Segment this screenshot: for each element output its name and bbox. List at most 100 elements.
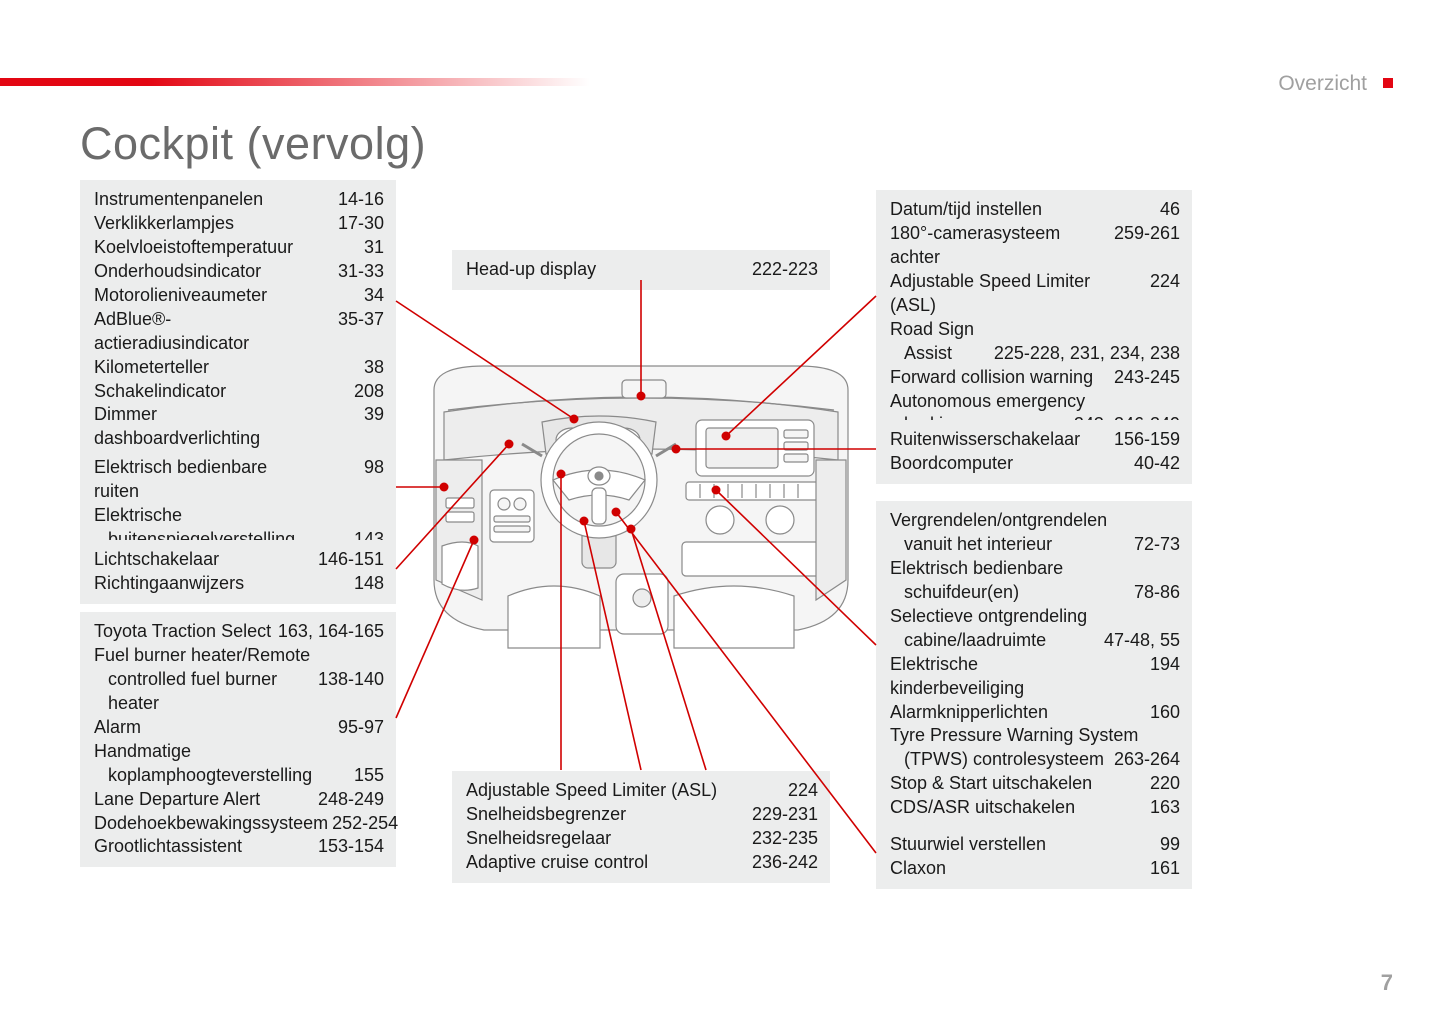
- index-page: 34: [314, 284, 384, 308]
- index-label: Richtingaanwijzers: [94, 572, 314, 596]
- index-row: Road Sign: [890, 318, 1180, 342]
- section-label: Overzicht: [1278, 72, 1367, 96]
- index-page: 35-37: [314, 308, 384, 332]
- dashboard-illustration: [424, 360, 858, 658]
- index-label: Assist: [890, 342, 994, 366]
- index-label: Dimmer dashboardverlichting: [94, 403, 314, 451]
- index-row: Toyota Traction Select163, 164-165: [94, 620, 384, 644]
- index-page: 243-245: [1110, 366, 1180, 390]
- index-page: 40-42: [1110, 452, 1180, 476]
- index-page: 17-30: [314, 212, 384, 236]
- index-label: Snelheidsregelaar: [466, 827, 748, 851]
- index-page: 252-254: [328, 812, 398, 836]
- index-page: 156-159: [1110, 428, 1180, 452]
- box-right-4: Stuurwiel verstellen99Claxon161: [876, 825, 1192, 889]
- index-row: (TPWS) controlesysteem263-264: [890, 748, 1180, 772]
- index-page: 155: [314, 764, 384, 788]
- index-label: Schakelindicator: [94, 380, 314, 404]
- index-page: 148: [314, 572, 384, 596]
- index-label: Elektrisch bedienbare ruiten: [94, 456, 314, 504]
- index-page: 46: [1110, 198, 1180, 222]
- index-row: Stop & Start uitschakelen220: [890, 772, 1180, 796]
- index-row: Grootlichtassistent153-154: [94, 835, 384, 859]
- box-right-2: Ruitenwisserschakelaar156-159Boordcomput…: [876, 420, 1192, 484]
- header-red-bar: [0, 78, 590, 86]
- index-row: AdBlue®-actieradiusindicator35-37: [94, 308, 384, 356]
- index-row: Head-up display222-223: [466, 258, 818, 282]
- index-row: Onderhoudsindicator31-33: [94, 260, 384, 284]
- index-label: Adjustable Speed Limiter (ASL): [890, 270, 1110, 318]
- index-row: Alarmknipperlichten160: [890, 701, 1180, 725]
- page-title: Cockpit (vervolg): [80, 118, 426, 170]
- page-number: 7: [1381, 970, 1393, 996]
- index-row: Richtingaanwijzers148: [94, 572, 384, 596]
- index-row: Forward collision warning243-245: [890, 366, 1180, 390]
- index-row: Tyre Pressure Warning System: [890, 724, 1180, 748]
- index-page: 224: [748, 779, 818, 803]
- index-label: Kilometerteller: [94, 356, 314, 380]
- index-row: Dodehoekbewakingssysteem252-254: [94, 812, 384, 836]
- index-row: Boordcomputer40-42: [890, 452, 1180, 476]
- index-page: 47-48, 55: [1104, 629, 1180, 653]
- box-center-2: Adjustable Speed Limiter (ASL)224Snelhei…: [452, 771, 830, 883]
- index-label: Stop & Start uitschakelen: [890, 772, 1110, 796]
- index-label: koplamphoogteverstelling: [94, 764, 314, 788]
- index-row: Snelheidsbegrenzer229-231: [466, 803, 818, 827]
- index-page: 229-231: [748, 803, 818, 827]
- index-page: 225-228, 231, 234, 238: [994, 342, 1180, 366]
- index-row: Adjustable Speed Limiter (ASL)224: [466, 779, 818, 803]
- index-label: vanuit het interieur: [890, 533, 1110, 557]
- index-label: Head-up display: [466, 258, 748, 282]
- index-label: Road Sign: [890, 318, 1180, 342]
- index-label: Claxon: [890, 857, 1110, 881]
- index-label: Onderhoudsindicator: [94, 260, 314, 284]
- index-row: Elektrische kinderbeveiliging194: [890, 653, 1180, 701]
- box-right-3: Vergrendelen/ontgrendelenvanuit het inte…: [876, 501, 1192, 828]
- index-row: Snelheidsregelaar232-235: [466, 827, 818, 851]
- index-row: koplamphoogteverstelling155: [94, 764, 384, 788]
- index-page: 38: [314, 356, 384, 380]
- index-label: Lichtschakelaar: [94, 548, 314, 572]
- index-label: Alarm: [94, 716, 314, 740]
- index-row: Handmatige: [94, 740, 384, 764]
- index-label: Selectieve ontgrendeling: [890, 605, 1180, 629]
- index-page: 163: [1110, 796, 1180, 820]
- index-label: Handmatige: [94, 740, 384, 764]
- index-row: Lane Departure Alert248-249: [94, 788, 384, 812]
- index-label: Lane Departure Alert: [94, 788, 314, 812]
- index-row: Assist225-228, 231, 234, 238: [890, 342, 1180, 366]
- index-page: 263-264: [1110, 748, 1180, 772]
- index-row: Stuurwiel verstellen99: [890, 833, 1180, 857]
- index-label: Koelvloeistoftemperatuur: [94, 236, 314, 260]
- index-row: vanuit het interieur72-73: [890, 533, 1180, 557]
- index-page: 98: [314, 456, 384, 480]
- index-page: 232-235: [748, 827, 818, 851]
- index-page: 208: [314, 380, 384, 404]
- index-label: Elektrische kinderbeveiliging: [890, 653, 1110, 701]
- index-row: controlled fuel burner heater138-140: [94, 668, 384, 716]
- index-row: Kilometerteller38: [94, 356, 384, 380]
- index-row: Instrumentenpanelen14-16: [94, 188, 384, 212]
- index-page: 259-261: [1110, 222, 1180, 246]
- box-center-1: Head-up display222-223: [452, 250, 830, 290]
- index-label: 180°-camerasysteem achter: [890, 222, 1110, 270]
- index-row: Dimmer dashboardverlichting39: [94, 403, 384, 451]
- index-row: Koelvloeistoftemperatuur31: [94, 236, 384, 260]
- index-label: controlled fuel burner heater: [94, 668, 314, 716]
- index-page: 31: [314, 236, 384, 260]
- index-row: Ruitenwisserschakelaar156-159: [890, 428, 1180, 452]
- index-page: 146-151: [314, 548, 384, 572]
- index-label: Grootlichtassistent: [94, 835, 314, 859]
- index-row: cabine/laadruimte47-48, 55: [890, 629, 1180, 653]
- index-label: AdBlue®-actieradiusindicator: [94, 308, 314, 356]
- index-page: 31-33: [314, 260, 384, 284]
- index-label: Ruitenwisserschakelaar: [890, 428, 1110, 452]
- index-row: Motorolieniveaumeter34: [94, 284, 384, 308]
- box-left-4: Toyota Traction Select163, 164-165Fuel b…: [80, 612, 396, 867]
- index-label: Toyota Traction Select: [94, 620, 278, 644]
- index-label: Tyre Pressure Warning System: [890, 724, 1180, 748]
- index-label: Snelheidsbegrenzer: [466, 803, 748, 827]
- index-label: Stuurwiel verstellen: [890, 833, 1110, 857]
- index-page: 236-242: [748, 851, 818, 875]
- index-label: Verklikkerlampjes: [94, 212, 314, 236]
